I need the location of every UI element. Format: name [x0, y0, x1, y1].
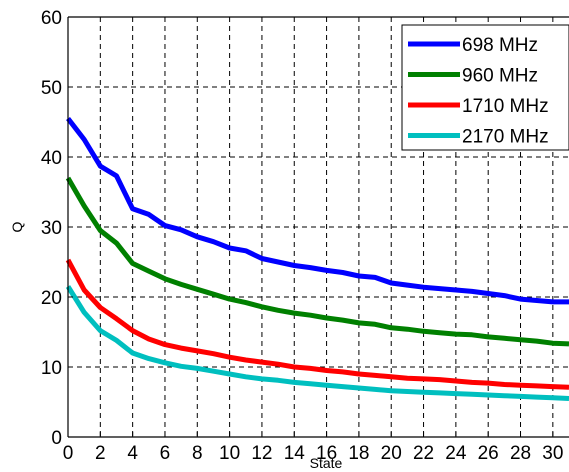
x-tick-label: 16 — [316, 443, 337, 464]
series-layer — [65, 116, 569, 401]
x-tick-label: 26 — [478, 443, 499, 464]
x-tick-label: 8 — [192, 443, 203, 464]
y-tick-label: 30 — [41, 218, 62, 239]
legend-label-2170-mhz: 2170 MHz — [462, 127, 549, 148]
x-tick-label: 24 — [445, 443, 467, 464]
legend-label-1710-mhz: 1710 MHz — [462, 96, 549, 117]
x-tick-label: 2 — [95, 443, 106, 464]
x-tick-label: 20 — [381, 443, 402, 464]
y-ticks: 0 10 20 30 40 50 60 — [41, 8, 73, 449]
y-tick-label: 20 — [41, 288, 62, 309]
legend-label-960-mhz: 960 MHz — [462, 66, 538, 87]
x-tick-label: 14 — [284, 443, 306, 464]
y-tick-label: 50 — [41, 78, 62, 99]
y-tick-label: 0 — [51, 428, 62, 449]
y-tick-label: 40 — [41, 148, 62, 169]
x-axis-label: State — [310, 455, 343, 471]
legend: 698 MHz 960 MHz 1710 MHz 2170 MHz — [401, 24, 569, 151]
x-tick-label: 0 — [63, 443, 74, 464]
x-tick-label: 12 — [251, 443, 272, 464]
y-tick-label: 10 — [41, 358, 62, 379]
x-tick-label: 6 — [160, 443, 171, 464]
x-tick-label: 30 — [542, 443, 563, 464]
y-axis-label: Q — [9, 221, 25, 232]
series-line-2170-mhz — [65, 285, 569, 401]
x-tick-label: 18 — [348, 443, 369, 464]
x-tick-label: 22 — [413, 443, 434, 464]
series-line-1710-mhz — [65, 258, 569, 390]
series-line-960-mhz — [65, 176, 569, 347]
x-ticks: 0 2 4 6 8 10 12 14 16 18 20 22 24 26 28 30 — [63, 432, 563, 464]
x-tick-label: 10 — [219, 443, 240, 464]
y-tick-label: 60 — [41, 8, 62, 29]
x-tick-label: 28 — [510, 443, 531, 464]
x-tick-label: 4 — [127, 443, 138, 464]
legend-label-698-mhz: 698 MHz — [462, 35, 538, 56]
series-line-698-mhz — [66, 116, 569, 305]
